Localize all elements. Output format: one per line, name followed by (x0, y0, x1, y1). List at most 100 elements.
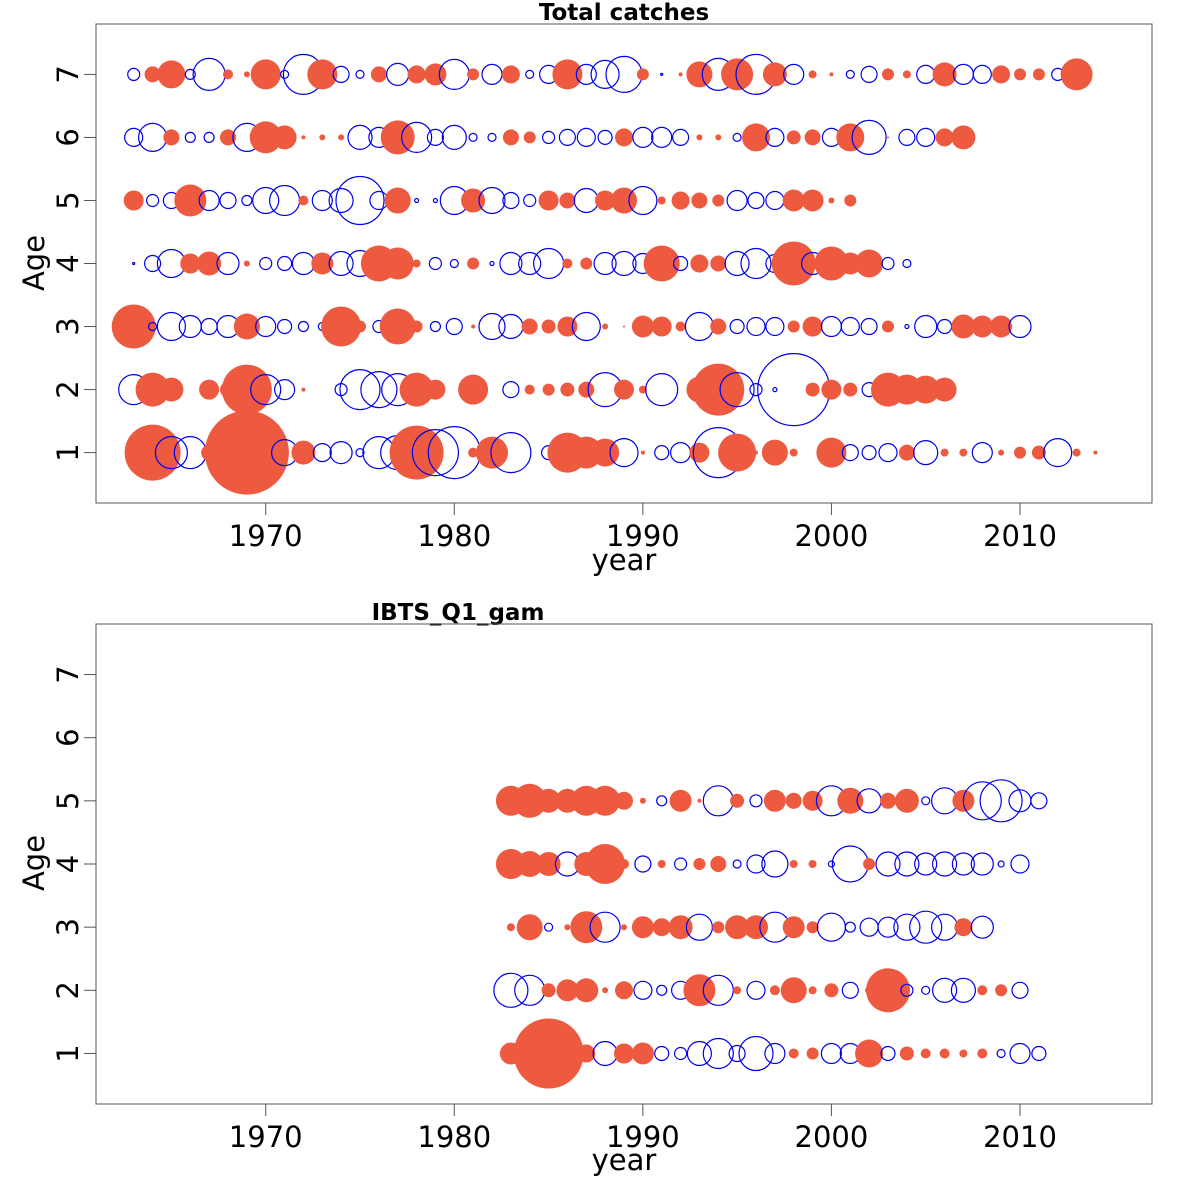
bubble-negative (593, 251, 617, 276)
x-axis: 1970 1980 1990 2000 2010 (229, 502, 1057, 553)
bubble-negative (355, 448, 365, 458)
bubble-negative (902, 258, 912, 269)
bubble-negative (894, 851, 920, 877)
bubble-positive (894, 788, 919, 813)
bubble-positive (467, 68, 480, 81)
bubble-positive (578, 381, 595, 398)
bubble-negative (880, 1045, 896, 1062)
bubble-negative (772, 387, 778, 393)
bubble-positive (1014, 446, 1026, 459)
bubble-negative (851, 119, 887, 155)
bubble-positive (159, 377, 184, 402)
bubble-positive (761, 439, 788, 466)
bubble-negative (916, 64, 936, 85)
bubble-positive (557, 316, 578, 337)
x-axis-label: year (592, 1143, 657, 1177)
bubble-positive (301, 387, 306, 392)
bubble-positive (844, 194, 857, 207)
bubble-positive (536, 852, 561, 876)
bubble-positive (174, 184, 207, 217)
bubble-positive (744, 915, 768, 940)
bubble-positive (521, 318, 538, 335)
bubble-negative (729, 318, 745, 335)
bubble-positive (787, 320, 800, 333)
bubble-positive (111, 304, 156, 349)
bubble-positive (638, 385, 647, 394)
panel-ibts-q1-gam: IBTS_Q1_gam 1970 1980 1990 2000 2010 1 2 3 4 5 6 7… (17, 600, 1153, 1177)
bubble-positive (556, 979, 579, 1002)
bubble-negative (914, 852, 938, 876)
bubble-negative (950, 977, 977, 1003)
bubble-positive (808, 70, 817, 79)
bubble-positive (977, 985, 988, 996)
bubble-negative (445, 317, 463, 336)
bubble-negative (732, 132, 742, 142)
bubble-positive (880, 792, 896, 809)
y-tick-label: 7 (51, 665, 85, 683)
bubble-positive (780, 977, 807, 1004)
bubble-negative (654, 445, 670, 461)
bubble-positive (468, 447, 479, 458)
bubble-positive (782, 189, 805, 212)
bubble-negative (558, 128, 577, 146)
bubble-negative (634, 855, 652, 873)
bubble-negative (673, 857, 688, 871)
bubble-positive (1093, 450, 1098, 455)
bubble-positive (301, 135, 306, 140)
bubble-negative (831, 845, 869, 883)
bubble-positive (541, 319, 556, 334)
bubble-negative (360, 371, 398, 409)
bubble-positive (712, 194, 725, 207)
bubble-positive (407, 65, 426, 84)
bubble-negative (726, 189, 748, 212)
bubble-positive (920, 1048, 931, 1059)
bubble-negative (291, 251, 315, 276)
bubble-positive (379, 308, 416, 345)
bubble-positive (762, 62, 787, 87)
bubble-negative (216, 251, 240, 276)
bubble-negative (127, 67, 141, 82)
bubble-negative (498, 313, 524, 340)
y-tick-label: 6 (51, 728, 85, 746)
bubble-positive (769, 985, 780, 996)
bubble-positive (683, 974, 716, 1007)
bubble-negative (156, 311, 186, 342)
bubble-positive (954, 918, 973, 937)
bubble-positive (990, 315, 1013, 338)
bubble-positive (570, 911, 603, 944)
bubble-positive (559, 192, 576, 209)
bubble-positive (523, 131, 536, 144)
bubble-positive (524, 384, 535, 395)
bubble-positive (940, 448, 949, 457)
bubble-positive (814, 246, 849, 281)
y-tick-label: 1 (51, 1044, 85, 1062)
x-axis: 1970 1980 1990 2000 2010 (229, 1103, 1057, 1154)
bubble-negative (656, 984, 668, 996)
bubble-positive (715, 134, 722, 141)
bubble-positive (124, 424, 181, 481)
bubble-negative (861, 445, 877, 461)
bubble-negative (259, 256, 273, 271)
bubble-negative (192, 57, 226, 92)
bubble-positive (354, 320, 366, 333)
bubble-negative (686, 1040, 713, 1067)
bubble-positive (935, 128, 954, 147)
bubble-positive (614, 379, 634, 400)
bubble-negative (816, 912, 847, 942)
bubble-negative (765, 316, 785, 337)
y-tick-label: 5 (51, 191, 85, 209)
bubble-negative (184, 131, 196, 143)
bubble-negative (783, 63, 805, 86)
bubble-negative (132, 261, 136, 266)
bubble-negative (386, 62, 410, 87)
bubble-positive (501, 65, 520, 84)
y-tick-label: 5 (51, 792, 85, 810)
bubble-positive (221, 364, 272, 415)
bubble-negative (277, 318, 293, 335)
bubble-negative (335, 175, 385, 226)
bubble-negative (432, 197, 438, 204)
bubble-negative (414, 197, 420, 204)
bubble-positive (692, 363, 745, 416)
bubble-positive (808, 860, 817, 868)
bubble-positive (657, 860, 666, 868)
